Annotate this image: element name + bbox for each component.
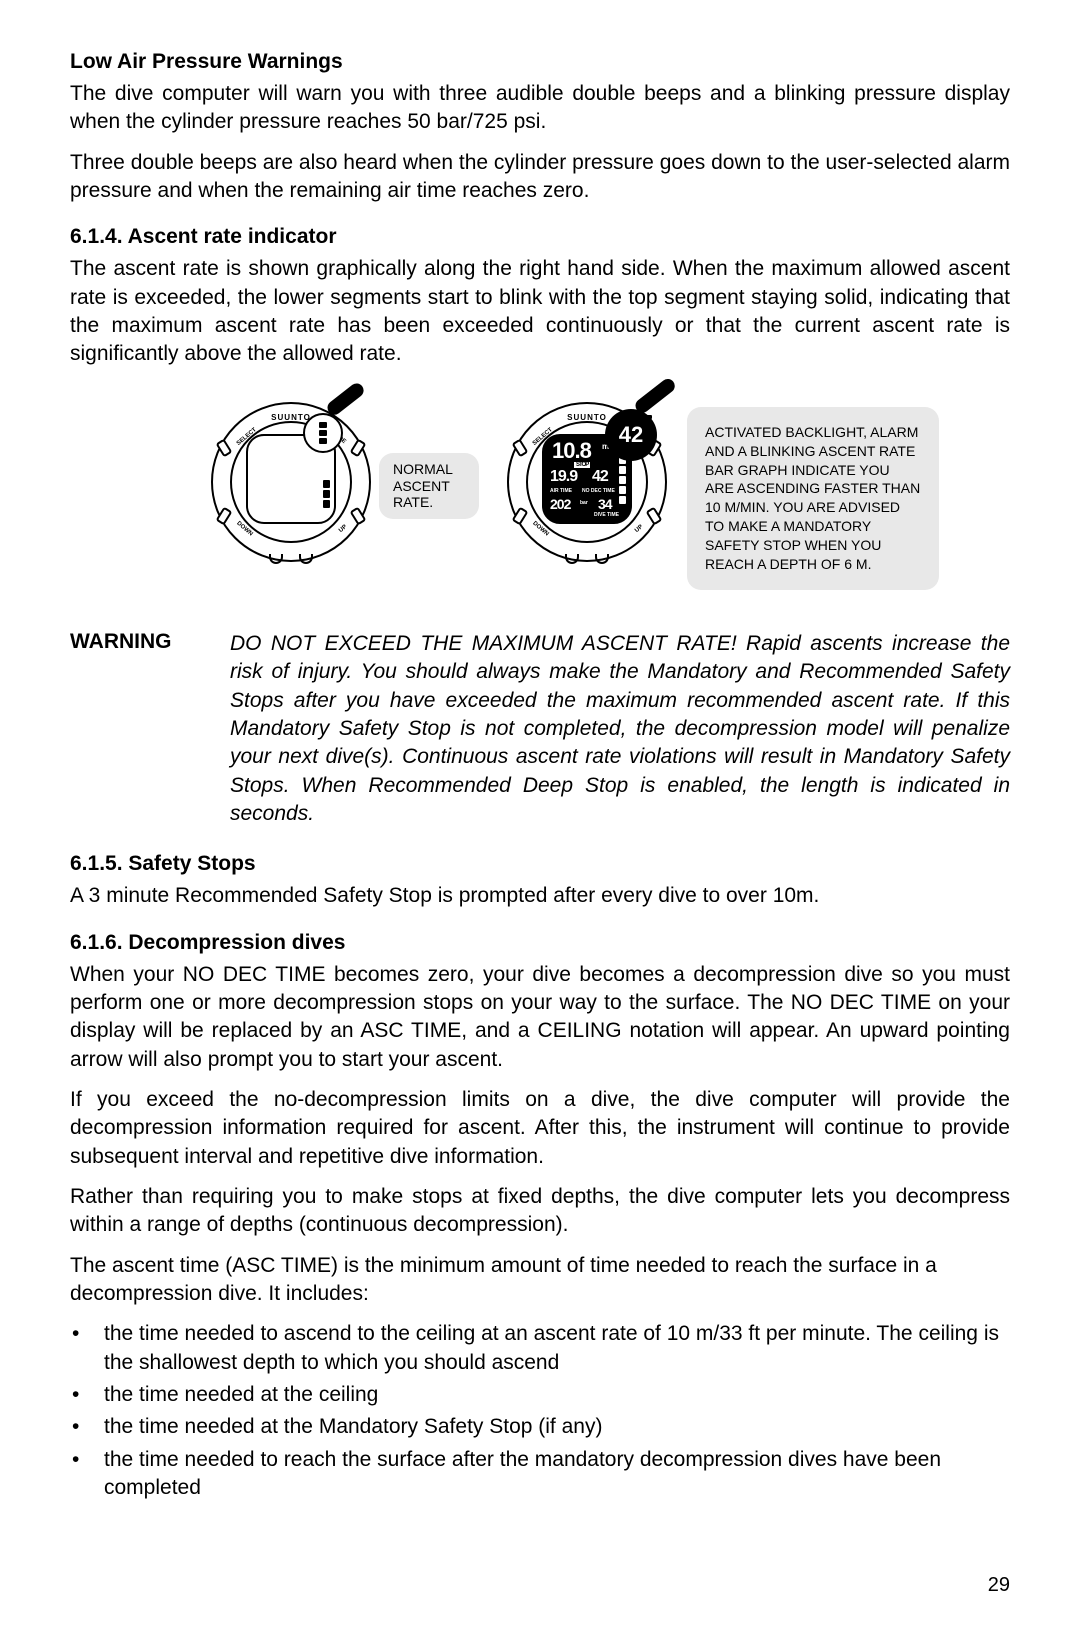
btn-up-2: UP <box>634 524 644 534</box>
lcd-divetime: 34 <box>598 496 612 512</box>
li-text: the time needed to reach the surface aft… <box>104 1446 1010 1503</box>
bullet-list: •the time needed to ascend to the ceilin… <box>70 1320 1010 1502</box>
magnifier-value: 42 <box>619 422 643 448</box>
para-low-air-2: Three double beeps are also heard when t… <box>70 149 1010 206</box>
magnifier-2: 42 <box>605 409 657 461</box>
para-616-4: The ascent time (ASC TIME) is the minimu… <box>70 1252 1010 1309</box>
magnifier-handle-1 <box>325 380 367 417</box>
para-low-air-1: The dive computer will warn you with thr… <box>70 80 1010 137</box>
para-616-3: Rather than requiring you to make stops … <box>70 1183 1010 1240</box>
figure-ascent-rate: SUUNTO SELECT MODE DOWN UP NORMAL ASCENT… <box>70 397 1010 590</box>
ascent-bar-1 <box>323 480 330 508</box>
warning-text: DO NOT EXCEED THE MAXIMUM ASCENT RATE! R… <box>230 630 1010 828</box>
watch-normal: SUUNTO SELECT MODE DOWN UP <box>201 397 381 567</box>
lcd-divetime-label: DIVE TIME <box>594 512 619 518</box>
lcd-nodec: 42 <box>592 468 608 486</box>
li-text: the time needed to ascend to the ceiling… <box>104 1320 1010 1377</box>
lcd-depth: 10.8 <box>552 438 591 464</box>
list-item: •the time needed at the Mandatory Safety… <box>70 1413 1010 1441</box>
callout-alarm: ACTIVATED BACKLIGHT, ALARM AND A BLINKIN… <box>687 407 939 590</box>
heading-low-air: Low Air Pressure Warnings <box>70 50 1010 74</box>
heading-615: 6.1.5. Safety Stops <box>70 852 1010 876</box>
para-616-2: If you exceed the no-decompression limit… <box>70 1086 1010 1171</box>
lcd-line-r: NO DEC TIME <box>582 488 615 494</box>
list-item: •the time needed to reach the surface af… <box>70 1446 1010 1503</box>
magnifier-1 <box>303 413 343 453</box>
para-614: The ascent rate is shown graphically alo… <box>70 255 1010 368</box>
lcd-line-l: AIR TIME <box>550 488 572 494</box>
lcd-max-depth: 19.9 <box>550 468 577 486</box>
heading-616: 6.1.6. Decompression dives <box>70 931 1010 955</box>
watch-alarm: SUUNTO SELECT MODE DOWN UP 10.8 m STOP 1… <box>497 397 677 567</box>
list-item: •the time needed at the ceiling <box>70 1381 1010 1409</box>
li-text: the time needed at the ceiling <box>104 1381 1010 1409</box>
lcd-pressure-unit: bar <box>580 500 588 506</box>
callout-normal: NORMAL ASCENT RATE. <box>379 453 479 519</box>
magnifier-handle-2 <box>633 376 678 415</box>
warning-label: WARNING <box>70 630 190 828</box>
li-text: the time needed at the Mandatory Safety … <box>104 1413 1010 1441</box>
page-number: 29 <box>988 1574 1010 1597</box>
lcd-pressure: 202 <box>550 496 570 512</box>
para-615: A 3 minute Recommended Safety Stop is pr… <box>70 882 1010 910</box>
btn-up: UP <box>338 524 348 534</box>
warning-block: WARNING DO NOT EXCEED THE MAXIMUM ASCENT… <box>70 630 1010 828</box>
heading-614: 6.1.4. Ascent rate indicator <box>70 225 1010 249</box>
list-item: •the time needed to ascend to the ceilin… <box>70 1320 1010 1377</box>
para-616-1: When your NO DEC TIME becomes zero, your… <box>70 961 1010 1074</box>
